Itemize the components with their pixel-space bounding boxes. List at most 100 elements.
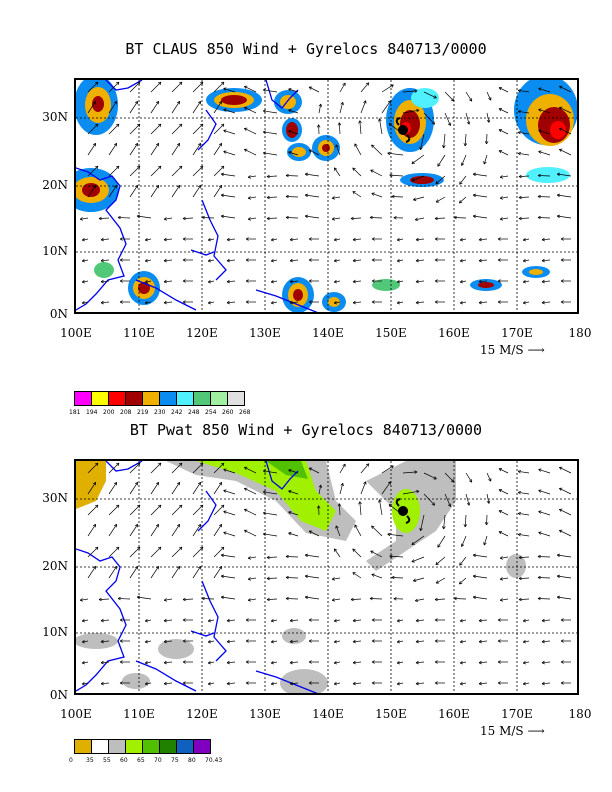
colorbar-tick-label: 260	[222, 409, 234, 416]
wind-arrow-head	[220, 553, 225, 556]
wind-arrow	[538, 109, 551, 114]
wind-arrow-head	[262, 533, 266, 536]
wind-arrow-head	[352, 260, 356, 263]
wind-arrow	[334, 640, 341, 643]
wind-arrow-head	[434, 237, 438, 240]
wind-arrow-head	[270, 281, 275, 284]
wind-arrow-head	[537, 173, 541, 176]
wind-arrow	[334, 548, 341, 558]
wind-arrow	[244, 127, 257, 135]
wind-arrow	[370, 550, 383, 558]
wind-arrow	[335, 144, 341, 156]
wind-arrow-head	[538, 510, 542, 512]
wind-arrow	[518, 152, 530, 156]
wind-arrow	[192, 143, 201, 156]
wind-arrow	[171, 101, 180, 114]
wind-arrow-head	[434, 218, 438, 221]
wind-arrow-head	[371, 525, 373, 529]
wind-arrow-head	[207, 619, 211, 622]
wind-arrow-head	[244, 107, 247, 110]
wind-arrow	[100, 640, 110, 643]
wind-arrow-head	[396, 661, 400, 664]
top-lat-0n: 0N	[49, 307, 68, 321]
wind-arrow-head	[414, 217, 418, 221]
colorbar-swatch	[176, 391, 194, 406]
wind-arrow-head	[537, 598, 541, 601]
wind-arrow	[402, 90, 418, 93]
wind-arrow-head	[391, 194, 395, 197]
wind-arrow-head	[415, 660, 419, 664]
wind-arrow-head	[119, 619, 123, 622]
wind-arrow-head	[434, 95, 437, 99]
wind-arrow	[486, 472, 492, 482]
wind-arrow-head	[289, 620, 293, 623]
wind-arrow-head	[289, 281, 293, 284]
wind-arrow-head	[308, 259, 312, 262]
wind-arrow-head	[226, 258, 230, 262]
wind-arrow	[87, 524, 96, 537]
wind-arrow	[213, 185, 222, 198]
wind-arrow-head	[119, 640, 123, 643]
wind-arrow	[150, 123, 162, 135]
wind-arrow-head	[538, 469, 541, 472]
wind-arrow-head	[207, 239, 212, 242]
wind-arrow-head	[522, 662, 527, 665]
wind-arrow-head	[163, 217, 167, 220]
wind-arrow-head	[182, 259, 186, 262]
wind-arrow-head	[92, 523, 96, 527]
wind-arrow	[415, 238, 425, 241]
wind-arrow	[538, 511, 551, 516]
wind-arrow-head	[100, 260, 104, 263]
wind-arrow-head	[497, 259, 501, 262]
wind-arrow-head	[538, 531, 542, 533]
wind-arrow-head	[483, 161, 487, 165]
wind-arrow-head	[352, 279, 356, 283]
wind-arrow-head	[178, 123, 182, 126]
wind-arrow-head	[459, 238, 463, 241]
wind-arrow-head	[333, 620, 338, 623]
wind-arrow-head	[396, 619, 400, 622]
wind-arrow-head	[478, 620, 482, 623]
wind-arrow	[163, 238, 173, 241]
wind-arrow-head	[498, 150, 502, 154]
wind-arrow-head	[411, 160, 414, 164]
wind-arrow-head	[342, 463, 346, 466]
wind-arrow	[402, 490, 420, 495]
wind-arrow	[420, 514, 425, 531]
wind-arrow	[266, 196, 278, 198]
wind-arrow-head	[182, 300, 186, 303]
wind-arrow-head	[371, 639, 375, 642]
wind-arrow	[423, 493, 435, 506]
wind-arrow-head	[262, 152, 266, 155]
wind-arrow	[518, 598, 530, 600]
wind-arrow-head	[182, 597, 186, 600]
wind-arrow-head	[538, 490, 541, 493]
wind-arrow-head	[270, 260, 275, 263]
pwat-fields	[76, 461, 526, 693]
wind-arrow	[192, 524, 201, 537]
wind-arrow-head	[92, 100, 96, 104]
wind-arrow-head	[94, 462, 98, 465]
wind-arrow-head	[452, 98, 455, 102]
wind-arrow-head	[464, 524, 468, 528]
wind-arrow-head	[266, 216, 270, 219]
wind-arrow-head	[352, 167, 356, 170]
wind-arrow-head	[352, 258, 356, 262]
wind-arrow-head	[537, 196, 541, 199]
wind-arrow-head	[163, 681, 167, 685]
wind-arrow-head	[266, 576, 270, 579]
wind-arrow-head	[538, 151, 541, 154]
wind-arrow-head	[289, 660, 293, 664]
wind-arrow	[498, 108, 509, 114]
wind-arrow	[145, 280, 152, 283]
wind-arrow-head	[415, 641, 419, 644]
wind-arrow-head	[499, 175, 503, 178]
wind-arrow-head	[207, 301, 211, 304]
colorbar-swatch	[125, 739, 143, 754]
wind-arrow-head	[144, 682, 148, 685]
wind-arrow-head	[556, 554, 560, 558]
wind-arrow-head	[522, 683, 527, 686]
wind-arrow-head	[396, 302, 401, 305]
wind-arrow	[129, 101, 138, 114]
wind-arrow	[87, 165, 99, 177]
